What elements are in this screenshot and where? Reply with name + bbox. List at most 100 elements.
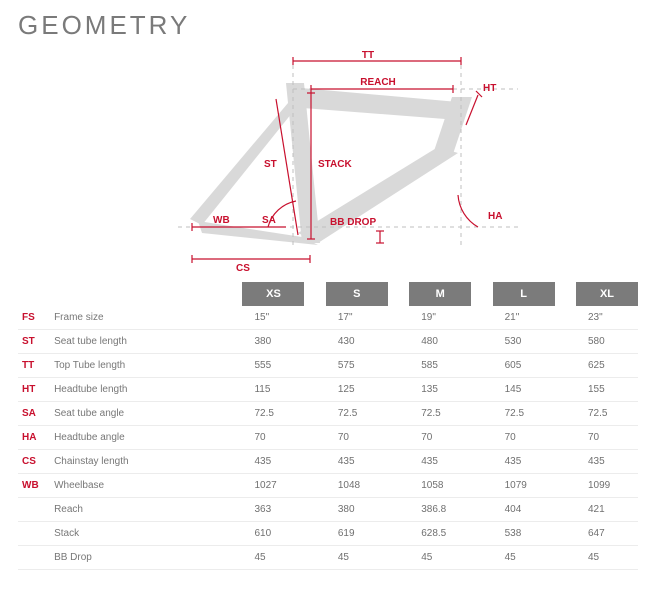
table-row: STSeat tube length380 430 480 530 580 bbox=[18, 330, 638, 354]
row-value: 530 bbox=[493, 330, 555, 354]
row-label: Reach bbox=[50, 498, 242, 522]
row-value: 538 bbox=[493, 522, 555, 546]
row-label: Stack bbox=[50, 522, 242, 546]
table-row: HTHeadtube length115 125 135 145 155 bbox=[18, 378, 638, 402]
row-value: 386.8 bbox=[409, 498, 471, 522]
row-value: 1099 bbox=[576, 474, 638, 498]
row-value: 21" bbox=[493, 306, 555, 330]
row-value: 619 bbox=[326, 522, 388, 546]
row-abbr: TT bbox=[18, 354, 50, 378]
label-ht: HT bbox=[483, 83, 496, 94]
row-value: 575 bbox=[326, 354, 388, 378]
row-value: 155 bbox=[576, 378, 638, 402]
row-value: 125 bbox=[326, 378, 388, 402]
row-value: 1079 bbox=[493, 474, 555, 498]
geometry-table: XS S M L XL FSFrame size15"17"19"21"23"S… bbox=[18, 282, 638, 570]
row-abbr: WB bbox=[18, 474, 50, 498]
table-row: Reach363380386.8404421 bbox=[18, 498, 638, 522]
row-value: 45 bbox=[576, 546, 638, 570]
size-header-row: XS S M L XL bbox=[18, 282, 638, 306]
label-bbdrop: BB DROP bbox=[330, 217, 376, 228]
row-value: 23" bbox=[576, 306, 638, 330]
row-label: Headtube angle bbox=[50, 426, 242, 450]
row-label: Frame size bbox=[50, 306, 242, 330]
label-st: ST bbox=[264, 159, 277, 170]
table-row: FSFrame size15"17"19"21"23" bbox=[18, 306, 638, 330]
row-value: 363 bbox=[242, 498, 304, 522]
row-value: 435 bbox=[493, 450, 555, 474]
row-value: 70 bbox=[576, 426, 638, 450]
row-abbr: CS bbox=[18, 450, 50, 474]
row-value: 1058 bbox=[409, 474, 471, 498]
table-row: HAHeadtube angle7070707070 bbox=[18, 426, 638, 450]
row-value: 555 bbox=[242, 354, 304, 378]
row-value: 625 bbox=[576, 354, 638, 378]
label-sa: SA bbox=[262, 215, 276, 226]
geometry-diagram: TT REACH HT ST STACK WB SA BB DROP HA CS bbox=[18, 47, 638, 282]
bike-frame-svg: TT REACH HT ST STACK WB SA BB DROP HA CS bbox=[118, 47, 538, 282]
table-row: WBWheelbase1027 1048 1058 1079 1099 bbox=[18, 474, 638, 498]
row-value: 45 bbox=[326, 546, 388, 570]
row-value: 380 bbox=[242, 330, 304, 354]
row-value: 580 bbox=[576, 330, 638, 354]
size-col-4: XL bbox=[576, 282, 638, 306]
table-row: CSChainstay length435435435435435 bbox=[18, 450, 638, 474]
row-value: 72.5 bbox=[242, 402, 304, 426]
row-value: 15" bbox=[242, 306, 304, 330]
section-title: GEOMETRY bbox=[18, 10, 638, 41]
row-value: 628.5 bbox=[409, 522, 471, 546]
row-value: 70 bbox=[242, 426, 304, 450]
row-label: Chainstay length bbox=[50, 450, 242, 474]
row-value: 435 bbox=[242, 450, 304, 474]
row-abbr bbox=[18, 546, 50, 570]
row-value: 1027 bbox=[242, 474, 304, 498]
label-wb: WB bbox=[213, 215, 230, 226]
row-value: 70 bbox=[409, 426, 471, 450]
row-abbr: SA bbox=[18, 402, 50, 426]
table-row: Stack610619628.5538647 bbox=[18, 522, 638, 546]
row-value: 72.5 bbox=[576, 402, 638, 426]
row-label: BB Drop bbox=[50, 546, 242, 570]
row-value: 380 bbox=[326, 498, 388, 522]
row-value: 72.5 bbox=[493, 402, 555, 426]
row-value: 19" bbox=[409, 306, 471, 330]
row-value: 45 bbox=[409, 546, 471, 570]
row-value: 435 bbox=[409, 450, 471, 474]
row-label: Top Tube length bbox=[50, 354, 242, 378]
row-abbr bbox=[18, 498, 50, 522]
size-col-0: XS bbox=[242, 282, 304, 306]
table-row: BB Drop4545454545 bbox=[18, 546, 638, 570]
size-col-1: S bbox=[326, 282, 388, 306]
row-value: 145 bbox=[493, 378, 555, 402]
row-abbr: HT bbox=[18, 378, 50, 402]
row-value: 45 bbox=[242, 546, 304, 570]
row-value: 605 bbox=[493, 354, 555, 378]
label-stack: STACK bbox=[318, 159, 352, 170]
row-value: 435 bbox=[326, 450, 388, 474]
row-value: 45 bbox=[493, 546, 555, 570]
row-label: Seat tube angle bbox=[50, 402, 242, 426]
row-abbr bbox=[18, 522, 50, 546]
table-row: SASeat tube angle72.572.572.572.572.5 bbox=[18, 402, 638, 426]
row-value: 430 bbox=[326, 330, 388, 354]
table-row: TTTop Tube length555 575 585 605 625 bbox=[18, 354, 638, 378]
row-value: 435 bbox=[576, 450, 638, 474]
label-cs: CS bbox=[236, 263, 250, 274]
row-label: Wheelbase bbox=[50, 474, 242, 498]
label-ha: HA bbox=[488, 211, 502, 222]
label-reach: REACH bbox=[360, 77, 396, 88]
row-value: 17" bbox=[326, 306, 388, 330]
row-label: Seat tube length bbox=[50, 330, 242, 354]
row-label: Headtube length bbox=[50, 378, 242, 402]
row-value: 480 bbox=[409, 330, 471, 354]
row-value: 115 bbox=[242, 378, 304, 402]
size-col-2: M bbox=[409, 282, 471, 306]
row-value: 610 bbox=[242, 522, 304, 546]
row-value: 585 bbox=[409, 354, 471, 378]
row-value: 70 bbox=[493, 426, 555, 450]
row-value: 135 bbox=[409, 378, 471, 402]
row-value: 70 bbox=[326, 426, 388, 450]
label-tt: TT bbox=[362, 50, 374, 61]
row-abbr: ST bbox=[18, 330, 50, 354]
row-value: 1048 bbox=[326, 474, 388, 498]
